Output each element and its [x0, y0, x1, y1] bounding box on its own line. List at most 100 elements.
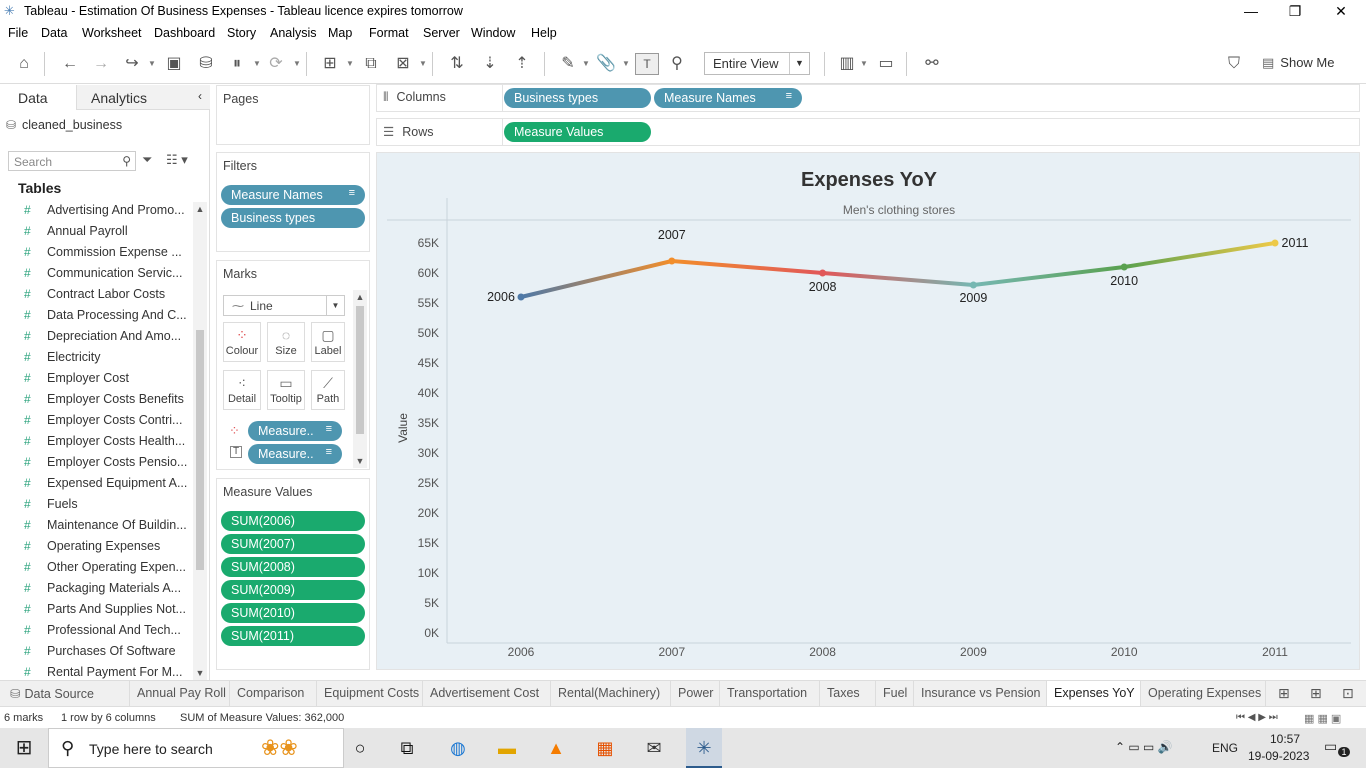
menu-worksheet[interactable]: Worksheet	[82, 26, 142, 40]
sheet-tab[interactable]: Rental(Machinery)	[551, 681, 671, 706]
data-point[interactable]	[819, 269, 827, 277]
field-item[interactable]: # Advertising And Promo...	[0, 200, 192, 221]
sheet-tab[interactable]: Operating Expenses	[1141, 681, 1266, 706]
filter-pill-business-types[interactable]: Business types	[221, 208, 365, 228]
system-tray-icons[interactable]: ⌃ ▭ ▭ 🔊	[1115, 740, 1173, 754]
view-options-icon[interactable]: ☷ ▾	[166, 152, 188, 167]
marks-tooltip-button[interactable]: ▭ Tooltip	[267, 370, 305, 410]
show-labels-icon[interactable]: T	[635, 53, 659, 75]
clear-sheet-icon[interactable]: ⊠	[396, 55, 410, 72]
sheet-tab[interactable]: Transportation	[720, 681, 820, 706]
tab-analytics[interactable]: Analytics ‹	[76, 85, 210, 110]
search-input[interactable]: Search ⚲	[8, 151, 136, 171]
windows-start-icon[interactable]: ⊞	[15, 737, 33, 759]
marks-detail-button[interactable]: ⁖ Detail	[223, 370, 261, 410]
scroll-up-icon[interactable]: ▲	[355, 292, 365, 302]
group-icon[interactable]: 📎	[596, 55, 616, 72]
field-item[interactable]: # Data Processing And C...	[0, 305, 192, 326]
series-line-segment[interactable]	[519, 259, 674, 299]
redo-icon[interactable]: →	[93, 55, 109, 72]
rows-pill-measure-values[interactable]: Measure Values	[504, 122, 651, 142]
data-point[interactable]	[1120, 263, 1128, 271]
field-item[interactable]: # Packaging Materials A...	[0, 578, 192, 599]
vlc-icon[interactable]: ▲	[547, 738, 565, 758]
measure-pill-2006[interactable]: SUM(2006)	[221, 511, 365, 531]
pages-card[interactable]: Pages	[216, 85, 370, 145]
menu-window[interactable]: Window	[471, 26, 516, 40]
refresh-icon[interactable]: ⟳	[269, 55, 283, 72]
series-line-segment[interactable]	[1122, 241, 1277, 269]
clock-time[interactable]: 10:57	[1269, 732, 1301, 746]
menu-format[interactable]: Format	[369, 26, 409, 40]
menu-data[interactable]: Data	[41, 26, 68, 40]
datasource-name[interactable]: cleaned_business	[22, 118, 123, 132]
data-source-tab[interactable]: ⛁ Data Source	[0, 681, 130, 706]
field-item[interactable]: # Rental Payment For M...	[0, 662, 192, 683]
sheet-tab[interactable]: Expenses YoY	[1047, 681, 1141, 706]
show-cards-icon[interactable]: ▥	[839, 55, 855, 72]
store-icon[interactable]: ▦	[596, 738, 614, 758]
filter-pill-measure-names[interactable]: Measure Names ≡	[221, 185, 365, 205]
field-item[interactable]: # Maintenance Of Buildin...	[0, 515, 192, 536]
menu-story[interactable]: Story	[227, 26, 257, 40]
field-item[interactable]: # Contract Labor Costs	[0, 284, 192, 305]
series-line-segment[interactable]	[971, 265, 1127, 287]
field-item[interactable]: # Professional And Tech...	[0, 620, 192, 641]
swap-icon[interactable]: ⇅	[450, 55, 464, 72]
series-line-segment[interactable]	[820, 271, 976, 287]
marks-colour-button[interactable]: ⁘ Colour	[223, 322, 261, 362]
share-icon[interactable]: ⚯	[925, 55, 939, 72]
sheet-tab[interactable]: Advertisement Cost	[423, 681, 551, 706]
view-size-select[interactable]: Entire View ▼	[704, 52, 810, 75]
marks-label-button[interactable]: ▢ Label	[311, 322, 345, 362]
line-chart[interactable]: Expenses YoY Men's clothing stores Value…	[377, 153, 1361, 671]
sheet-tab[interactable]: Taxes	[820, 681, 876, 706]
language-indicator[interactable]: ENG	[1212, 741, 1239, 755]
measure-pill-2007[interactable]: SUM(2007)	[221, 534, 365, 554]
measure-pill-2008[interactable]: SUM(2008)	[221, 557, 365, 577]
new-dashboard-icon[interactable]: ⊞	[1310, 685, 1322, 701]
mail-icon[interactable]: ✉	[646, 738, 662, 758]
sheet-tab[interactable]: Comparison	[230, 681, 317, 706]
chevron-down-icon[interactable]: ▼	[293, 59, 301, 68]
save-icon[interactable]: ▣	[166, 55, 182, 72]
columns-pill-measure-names[interactable]: Measure Names ≡	[654, 88, 802, 108]
field-list-scrollbar[interactable]: ▲ ▼	[193, 202, 207, 680]
field-item[interactable]: # Operating Expenses	[0, 536, 192, 557]
chevron-down-icon[interactable]: ▼	[346, 59, 354, 68]
sheet-tab[interactable]: Equipment Costs	[317, 681, 423, 706]
cortana-icon[interactable]: ○	[354, 738, 366, 758]
field-item[interactable]: # Parts And Supplies Not...	[0, 599, 192, 620]
marks-scrollbar[interactable]: ▲ ▼	[353, 290, 367, 468]
new-datasource-icon[interactable]: ⛁	[199, 55, 213, 72]
close-icon[interactable]: ✕	[1335, 3, 1347, 19]
field-item[interactable]: # Employer Costs Pensio...	[0, 452, 192, 473]
menu-analysis[interactable]: Analysis	[270, 26, 317, 40]
data-point[interactable]	[517, 293, 525, 301]
sort-descending-icon[interactable]: ⇡	[515, 55, 529, 72]
chevron-down-icon[interactable]: ▼	[582, 59, 590, 68]
field-item[interactable]: # Depreciation And Amo...	[0, 326, 192, 347]
scroll-thumb[interactable]	[196, 330, 204, 570]
menu-file[interactable]: File	[8, 26, 29, 40]
chevron-down-icon[interactable]: ▼	[860, 59, 868, 68]
series-line-segment[interactable]	[669, 259, 825, 275]
sheet-sorter-icon[interactable]: ▦ ▦ ▣	[1304, 713, 1342, 725]
scroll-thumb[interactable]	[356, 306, 364, 434]
sheet-navigation[interactable]: ⏮ ◀ ▶ ⏭	[1236, 712, 1278, 723]
chart-view[interactable]: Expenses YoY Men's clothing stores Value…	[376, 152, 1360, 670]
chevron-down-icon[interactable]: ▼	[622, 59, 630, 68]
new-story-icon[interactable]: ⊡	[1342, 685, 1354, 701]
notification-icon[interactable]: ▭	[1324, 738, 1338, 754]
field-item[interactable]: # Employer Costs Contri...	[0, 410, 192, 431]
mark-type-select[interactable]: ⁓ Line ▼	[223, 295, 345, 316]
menu-map[interactable]: Map	[328, 26, 353, 40]
field-item[interactable]: # Employer Costs Health...	[0, 431, 192, 452]
clock-date[interactable]: 19-09-2023	[1248, 749, 1310, 763]
highlight-icon[interactable]: ✎	[561, 55, 575, 72]
measure-pill-2009[interactable]: SUM(2009)	[221, 580, 365, 600]
duplicate-icon[interactable]: ⧉	[365, 55, 377, 72]
new-worksheet-icon[interactable]: ⊞	[1278, 685, 1290, 701]
scroll-up-icon[interactable]: ▲	[195, 204, 205, 214]
chevron-down-icon[interactable]: ▼	[419, 59, 427, 68]
